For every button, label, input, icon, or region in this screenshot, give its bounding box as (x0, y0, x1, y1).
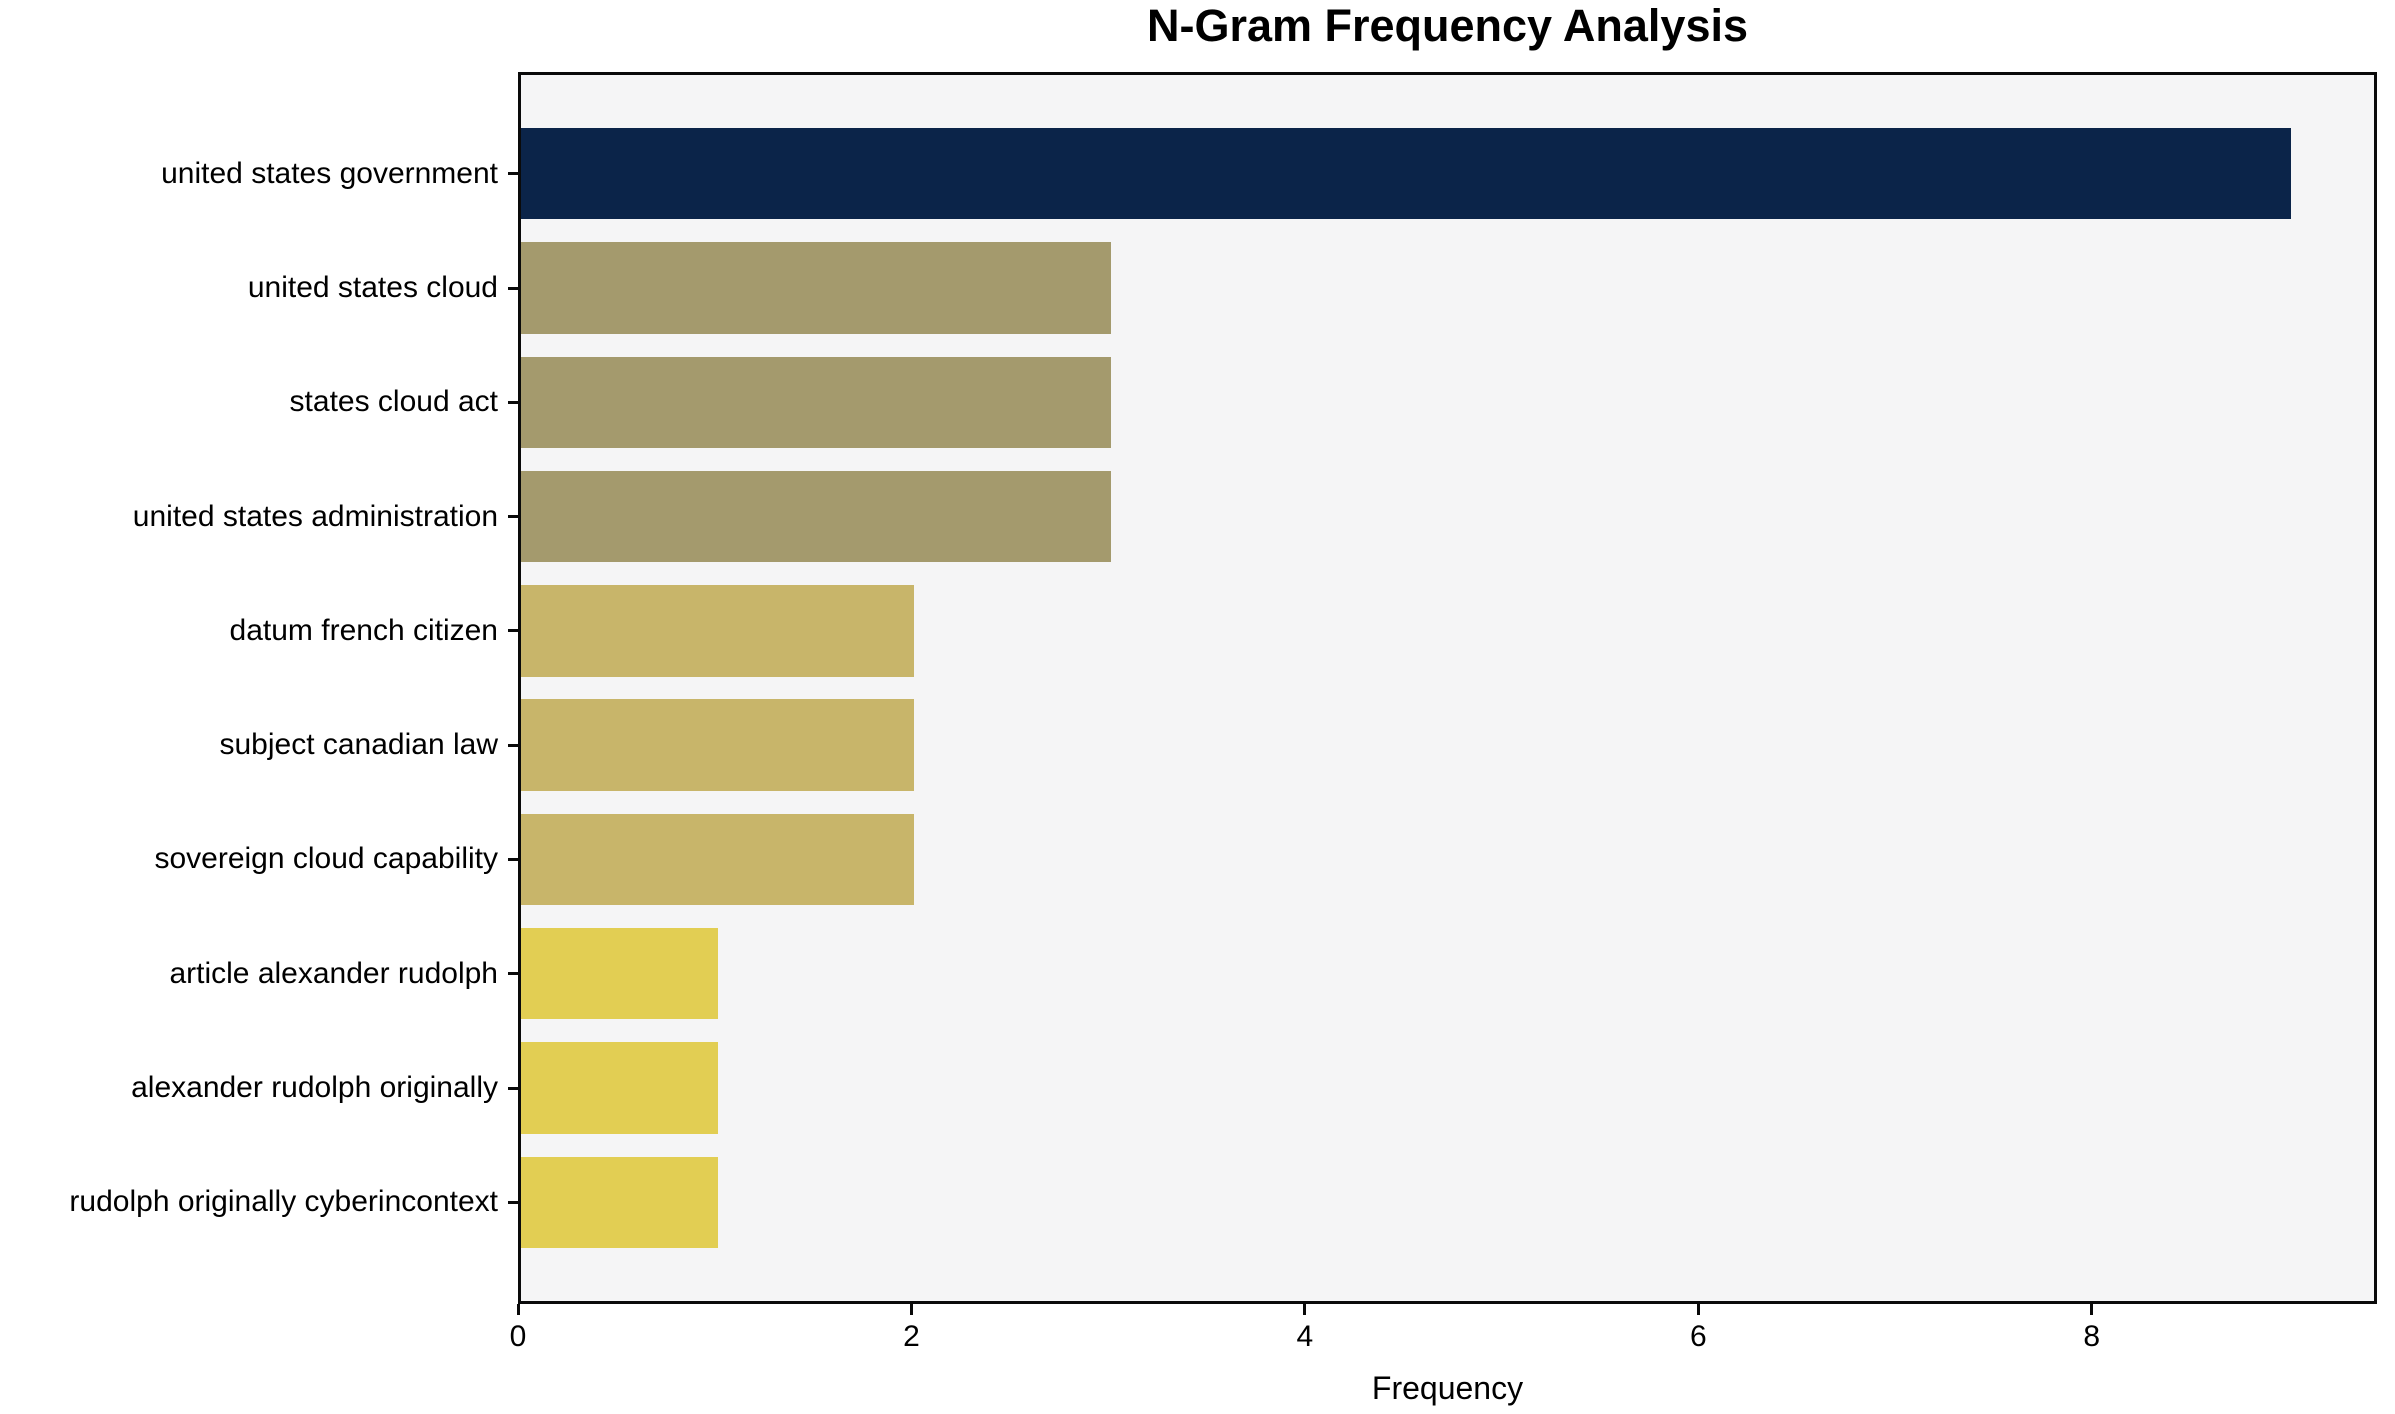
y-tick-label: united states cloud (247, 271, 498, 304)
y-tick-mark (508, 172, 518, 176)
y-tick-mark (508, 400, 518, 404)
x-tick-mark (1303, 1304, 1307, 1315)
y-tick-mark (508, 1200, 518, 1204)
bar (521, 242, 1112, 334)
y-tick-label: rudolph originally cyberincontext (69, 1185, 498, 1219)
x-tick-mark (1696, 1304, 1700, 1315)
y-tick-mark (508, 1086, 518, 1090)
x-tick-label: 6 (1689, 1320, 1707, 1353)
plot-area (518, 72, 2377, 1304)
x-tick-mark (909, 1304, 913, 1315)
x-tick-label: 2 (903, 1320, 920, 1353)
y-tick-label: article alexander rudolph (169, 956, 498, 990)
x-tick-mark (516, 1304, 520, 1315)
bar (521, 356, 1112, 448)
bar (521, 1042, 718, 1134)
y-tick-mark (508, 972, 518, 976)
y-tick-mark (508, 743, 518, 747)
x-tick-label: 0 (509, 1320, 527, 1353)
bar (521, 470, 1112, 563)
chart-title: N-Gram Frequency Analysis (1146, 0, 1749, 51)
y-tick-label: states cloud act (289, 385, 498, 419)
bar (521, 1156, 718, 1248)
y-tick-mark (508, 857, 518, 861)
x-tick-label: 8 (2083, 1320, 2101, 1353)
x-tick-mark (2090, 1304, 2094, 1315)
y-tick-label: subject canadian law (219, 728, 498, 762)
bar (521, 585, 915, 677)
bar (521, 699, 915, 791)
x-tick-label: 4 (1296, 1320, 1314, 1353)
y-tick-mark (508, 515, 518, 519)
y-tick-label: united states administration (132, 499, 498, 533)
y-tick-label: alexander rudolph originally (131, 1071, 498, 1104)
y-tick-label: sovereign cloud capability (154, 842, 498, 876)
bar (521, 128, 2292, 220)
y-tick-label: united states government (161, 156, 498, 190)
y-tick-label: datum french citizen (229, 613, 498, 647)
bar (521, 813, 915, 906)
bar (521, 928, 718, 1020)
x-axis-label: Frequency (1371, 1370, 1524, 1406)
y-tick-mark (508, 286, 518, 290)
y-tick-mark (508, 629, 518, 633)
